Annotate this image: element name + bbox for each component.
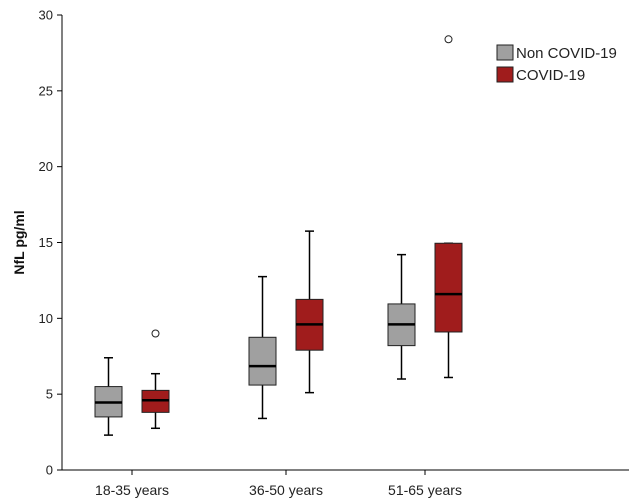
box-group [387,253,416,380]
x-tick-label: 36-50 years [249,482,323,498]
legend-swatch [496,44,514,61]
x-axis-ticks: 18-35 years 36-50 years 51-65 years [95,470,462,498]
legend-label: COVID-19 [516,67,585,84]
box-group [141,329,170,430]
y-tick-label: 15 [39,235,53,250]
y-tick-label: 5 [46,387,53,402]
y-tick-label: 25 [39,83,53,98]
box [434,242,463,333]
box-group [94,357,123,436]
outlier-point [151,329,160,338]
y-tick-label: 0 [46,463,53,478]
box-group [295,230,324,394]
y-axis-ticks: 0 5 10 15 20 25 30 [39,8,62,478]
y-tick-label: 10 [39,311,53,326]
axes: 0 5 10 15 20 25 30 18-35 years 36-50 years 51-65… [39,8,629,498]
box-plots [94,35,463,436]
legend-swatch [496,66,514,83]
legend: Non COVID-19 COVID-19 [496,44,617,84]
box-group [434,35,463,379]
x-tick-label: 18-35 years [95,482,169,498]
y-tick-label: 20 [39,159,53,174]
box [248,336,277,386]
x-tick-label: 51-65 years [388,482,462,498]
outlier-point [444,35,453,44]
legend-label: Non COVID-19 [516,45,617,62]
y-axis-label: NfL pg/ml [11,210,27,274]
box-group [248,275,277,420]
y-tick-label: 30 [39,8,53,23]
